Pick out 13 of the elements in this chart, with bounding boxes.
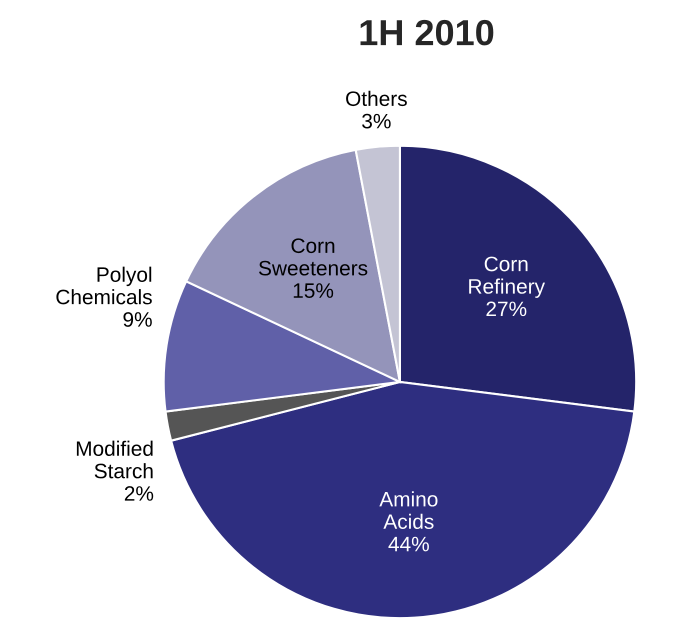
chart-title: 1H 2010 bbox=[360, 20, 494, 46]
slice-label: Corn Sweeteners bbox=[258, 238, 368, 276]
data-label: 27% bbox=[486, 301, 526, 316]
slice-label: Others bbox=[346, 90, 407, 106]
slice-label: Corn Refinery bbox=[469, 256, 546, 298]
slice-label: Polyol Chemicals bbox=[56, 266, 152, 304]
slice-label: Modified Starch bbox=[76, 440, 153, 478]
data-label: 44% bbox=[388, 536, 429, 552]
data-label: 2% bbox=[124, 486, 154, 501]
data-label: 9% bbox=[123, 312, 152, 327]
data-label: 15% bbox=[294, 283, 334, 298]
data-label: 3% bbox=[362, 114, 391, 129]
slice-label: Amino Acids bbox=[379, 491, 438, 529]
